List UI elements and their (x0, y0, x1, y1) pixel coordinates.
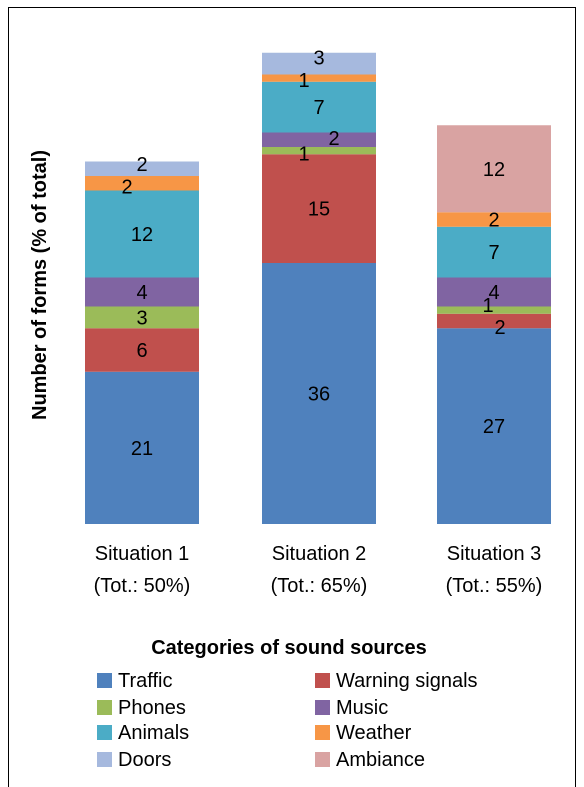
x-axis-label: Categories of sound sources (151, 637, 427, 659)
category-label-2-line-1: Situation 2 (272, 543, 367, 565)
bar-segment-music-2 (262, 132, 376, 147)
category-label-2-line-2: (Tot.: 65%) (271, 575, 368, 597)
bar-segment-animals-2 (262, 81, 376, 133)
bar-segment-weather-1 (85, 176, 199, 191)
legend: Traffic Warning signals Phones Music Animals… (97, 670, 478, 771)
category-labels-group: Situation 1 (Tot.: 50%) Situation 2 (Tot.: … (94, 543, 543, 597)
bar-segment-traffic-3 (437, 328, 551, 524)
data-label-warning-signals-3: 2 (494, 317, 505, 339)
legend-swatch-ambiance (315, 752, 330, 767)
data-label-doors-2: 3 (313, 48, 324, 70)
legend-label-warning-signals: Warning signals (336, 670, 478, 692)
bar-segment-doors-1 (85, 161, 199, 176)
bar-segment-weather-3 (437, 212, 551, 227)
legend-swatch-doors (97, 752, 112, 767)
legend-swatch-phones (97, 700, 112, 715)
legend-swatch-warning-signals (315, 673, 330, 688)
data-label-traffic-1: 21 (131, 438, 153, 460)
legend-label-traffic: Traffic (118, 670, 172, 692)
bar-segment-phones-3 (437, 306, 551, 314)
bar-segment-animals-1 (85, 190, 199, 278)
data-label-doors-1: 2 (136, 154, 147, 176)
legend-swatch-weather (315, 725, 330, 740)
category-label-3-line-2: (Tot.: 55%) (446, 575, 543, 597)
legend-label-phones: Phones (118, 697, 186, 719)
data-label-weather-2: 1 (298, 70, 309, 92)
bars-group (85, 52, 551, 524)
bar-segment-phones-1 (85, 306, 199, 329)
data-label-warning-signals-2: 15 (308, 199, 330, 221)
data-label-traffic-2: 36 (308, 384, 330, 406)
bar-segment-phones-2 (262, 147, 376, 155)
bar-segment-weather-2 (262, 74, 376, 82)
data-label-phones-2: 1 (298, 144, 309, 166)
legend-label-doors: Doors (118, 749, 171, 771)
bar-segment-doors-2 (262, 52, 376, 75)
bar-segment-animals-3 (437, 226, 551, 278)
category-label-1-line-2: (Tot.: 50%) (94, 575, 191, 597)
legend-label-weather: Weather (336, 722, 412, 744)
data-label-ambiance-3: 12 (483, 159, 505, 181)
data-label-music-2: 2 (328, 128, 339, 150)
bar-segment-traffic-1 (85, 371, 199, 524)
bar-segment-ambiance-3 (437, 125, 551, 213)
bar-segment-warning-signals-1 (85, 328, 199, 372)
bar-segment-warning-signals-2 (262, 154, 376, 263)
data-label-music-1: 4 (136, 282, 147, 304)
bar-segment-traffic-2 (262, 263, 376, 524)
data-label-phones-1: 3 (136, 307, 147, 329)
data-label-animals-1: 12 (131, 224, 153, 246)
bar-segment-warning-signals-3 (437, 313, 551, 329)
legend-label-animals: Animals (118, 722, 189, 744)
legend-swatch-music (315, 700, 330, 715)
y-axis-label: Number of forms (% of total) (29, 150, 51, 420)
data-label-animals-2: 7 (313, 97, 324, 119)
data-label-weather-1: 2 (121, 176, 132, 198)
data-label-animals-3: 7 (488, 242, 499, 264)
legend-swatch-traffic (97, 673, 112, 688)
bar-segment-music-1 (85, 277, 199, 307)
data-label-music-3: 4 (488, 282, 499, 304)
data-label-warning-signals-1: 6 (136, 340, 147, 362)
category-label-1-line-1: Situation 1 (95, 543, 190, 565)
bar-segment-music-3 (437, 277, 551, 307)
legend-label-ambiance: Ambiance (336, 749, 425, 771)
data-label-weather-3: 2 (488, 210, 499, 232)
legend-swatch-animals (97, 725, 112, 740)
legend-label-music: Music (336, 697, 388, 719)
data-label-phones-3: 1 (482, 295, 493, 317)
category-label-3-line-1: Situation 3 (447, 543, 542, 565)
data-label-traffic-3: 27 (483, 416, 505, 438)
